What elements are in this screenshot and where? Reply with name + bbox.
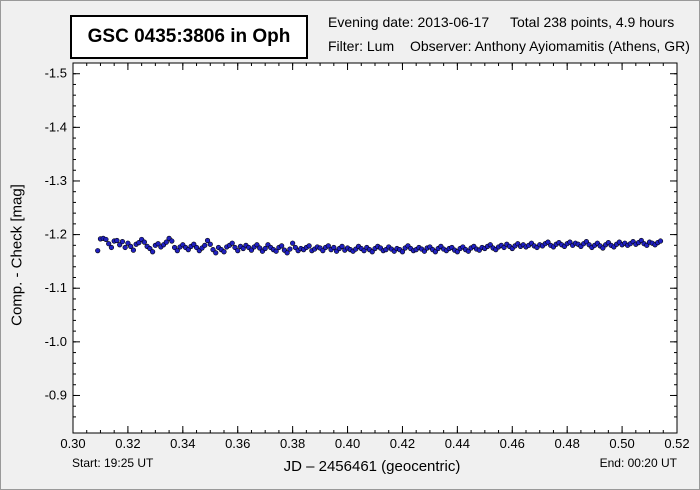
data-point	[306, 243, 312, 249]
data-point	[103, 236, 109, 243]
data-point	[210, 247, 216, 253]
data-points	[95, 235, 664, 256]
data-point	[487, 242, 493, 248]
x-tick-label: 0.32	[115, 436, 140, 451]
data-point	[136, 240, 142, 246]
x-tick-label: 0.46	[500, 436, 525, 451]
data-point	[454, 249, 460, 255]
data-point	[171, 244, 178, 251]
y-tick-label: -1.3	[45, 173, 67, 188]
data-point	[155, 241, 161, 247]
data-point	[232, 244, 238, 251]
data-point	[600, 245, 606, 251]
y-tick-label: -1.4	[45, 119, 67, 134]
y-tick-label: -1.1	[45, 280, 67, 295]
data-point	[202, 242, 208, 248]
data-point	[257, 245, 263, 251]
x-tick-label: 0.48	[555, 436, 580, 451]
data-point	[262, 245, 268, 252]
data-point	[130, 247, 136, 253]
data-point	[290, 240, 296, 246]
data-point	[229, 240, 235, 246]
data-point	[339, 243, 345, 249]
data-point	[432, 249, 439, 255]
data-point	[191, 241, 197, 247]
data-point	[117, 242, 123, 248]
data-point	[399, 249, 406, 255]
data-point	[284, 250, 290, 256]
data-point	[108, 244, 115, 251]
data-point	[292, 244, 298, 251]
data-point	[122, 244, 128, 251]
data-point	[163, 239, 169, 245]
x-tick-label: 0.38	[280, 436, 305, 451]
x-tick-label: 0.50	[609, 436, 634, 451]
x-tick-label: 0.36	[225, 436, 250, 451]
data-point	[150, 249, 156, 255]
y-tick-label: -0.9	[45, 387, 67, 402]
x-tick-label: 0.34	[170, 436, 195, 451]
data-point	[221, 249, 227, 255]
data-point	[545, 239, 551, 245]
data-point	[325, 243, 331, 249]
y-tick-label: -1.5	[45, 66, 67, 81]
data-point	[320, 248, 326, 254]
data-point	[361, 248, 367, 254]
data-point	[583, 238, 590, 245]
x-tick-label: 0.30	[60, 436, 85, 451]
x-tick-label: 0.42	[390, 436, 415, 451]
data-point	[567, 239, 573, 245]
data-point	[185, 247, 191, 253]
axis-ticks	[72, 63, 678, 433]
data-point	[501, 244, 507, 251]
data-point	[248, 247, 255, 253]
x-tick-label: 0.44	[445, 436, 470, 451]
chart-title: GSC 0435:3806 in Oph	[70, 15, 308, 59]
data-point	[147, 245, 153, 252]
data-point	[240, 245, 246, 252]
data-point	[273, 248, 279, 254]
end-time: End: 00:20 UT	[599, 456, 677, 470]
observer-label: Observer: Anthony Ayiomamitis (Athens, G…	[410, 38, 690, 54]
y-tick-labels: -1.5 -1.4 -1.3 -1.2 -1.1 -1.0 -0.9	[45, 66, 67, 403]
data-point	[657, 238, 664, 244]
data-point	[638, 237, 644, 244]
data-point	[193, 244, 200, 251]
data-point	[125, 240, 131, 246]
data-point	[235, 248, 241, 254]
total-points: Total 238 points, 4.9 hours	[510, 14, 675, 30]
data-point	[369, 249, 375, 255]
data-point	[128, 243, 134, 249]
data-point	[174, 248, 180, 254]
data-point	[213, 250, 219, 256]
data-point	[254, 242, 260, 248]
data-point	[169, 238, 175, 244]
data-point	[141, 239, 147, 245]
y-axis-title: Comp. - Check [mag]	[8, 184, 26, 326]
data-point	[119, 238, 126, 245]
x-tick-label: 0.40	[335, 436, 360, 451]
evening-date: Evening date: 2013-06-17	[328, 14, 490, 30]
data-point	[114, 237, 120, 244]
data-point	[204, 237, 211, 244]
data-point	[331, 244, 337, 251]
y-tick-label: -1.2	[45, 227, 67, 242]
data-point	[95, 248, 101, 254]
start-time: Start: 19:25 UT	[72, 456, 154, 470]
data-point	[207, 241, 213, 247]
x-tick-label: 0.52	[664, 436, 689, 451]
y-tick-label: -1.0	[45, 334, 67, 349]
data-point	[287, 246, 293, 252]
data-point	[421, 248, 428, 254]
data-point	[465, 248, 471, 254]
filter-label: Filter: Lum	[328, 38, 395, 54]
data-point	[279, 243, 285, 249]
data-point	[106, 241, 112, 247]
x-axis-title: JD – 2456461 (geocentric)	[283, 458, 461, 475]
x-tick-labels: 0.30 0.32 0.34 0.36 0.38 0.40 0.42 0.44 0.46 0.48…	[60, 436, 689, 451]
data-point	[644, 242, 650, 248]
